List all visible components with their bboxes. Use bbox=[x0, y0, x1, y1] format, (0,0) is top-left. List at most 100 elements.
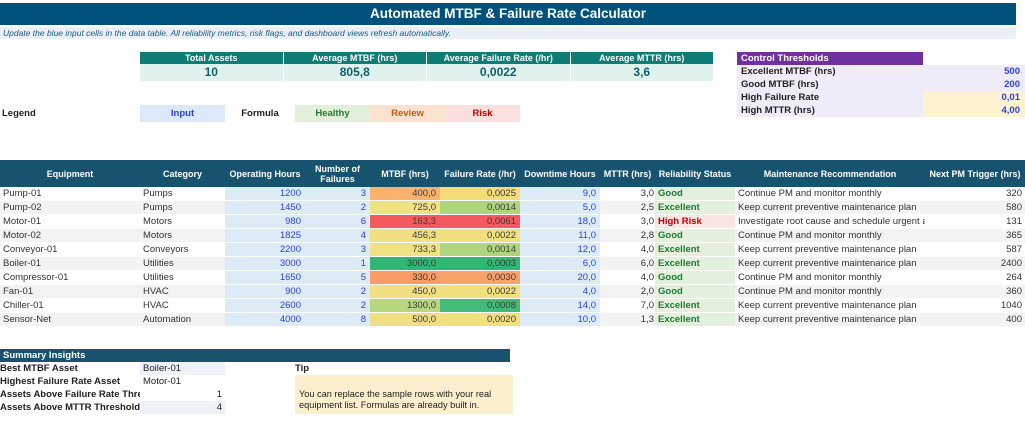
summary-label: Assets Above Failure Rate Threshold bbox=[0, 389, 140, 400]
failures-input-cell[interactable]: 5 bbox=[305, 271, 370, 285]
summary-label: Highest Failure Rate Asset bbox=[0, 376, 121, 387]
threshold-row-excellent-mtbf: Excellent MTBF (hrs) 500 bbox=[737, 65, 1025, 78]
reliability-status-cell: Good bbox=[655, 285, 735, 299]
maintenance-recommendation-cell: Investigate root cause and schedule urge… bbox=[735, 215, 925, 229]
mttr-cell: 1,3 bbox=[600, 313, 655, 327]
operating-hours-input-cell[interactable]: 1650 bbox=[225, 271, 305, 285]
mttr-cell: 2,5 bbox=[600, 201, 655, 215]
table-row: Pump-01 Pumps 1200 3 400,0 0,0025 9,0 3,… bbox=[0, 187, 1025, 201]
legend-input-swatch: Input bbox=[140, 105, 225, 122]
downtime-input-cell[interactable]: 10,0 bbox=[520, 313, 600, 327]
failures-input-cell[interactable]: 2 bbox=[305, 299, 370, 313]
legend-label: Legend bbox=[2, 108, 36, 119]
col-header-reliability-status: Reliability Status bbox=[658, 168, 732, 179]
failures-input-cell[interactable]: 4 bbox=[305, 229, 370, 243]
category-cell: Automation bbox=[140, 313, 225, 327]
summary-row-best-mtbf: Best MTBF Asset Boiler-01 bbox=[0, 362, 510, 375]
next-pm-trigger-cell: 365 bbox=[925, 229, 1025, 243]
downtime-input-cell[interactable]: 20,0 bbox=[520, 271, 600, 285]
category-cell: Utilities bbox=[140, 271, 225, 285]
equipment-cell: Boiler-01 bbox=[0, 257, 140, 271]
operating-hours-input-cell[interactable]: 2200 bbox=[225, 243, 305, 257]
table-row: Chiller-01 HVAC 2600 2 1300,0 0,0008 14,… bbox=[0, 299, 1025, 313]
failures-input-cell[interactable]: 1 bbox=[305, 257, 370, 271]
threshold-value: 200 bbox=[923, 78, 1025, 91]
next-pm-trigger-cell: 264 bbox=[925, 271, 1025, 285]
operating-hours-input-cell[interactable]: 3000 bbox=[225, 257, 305, 271]
reliability-status-cell: Good bbox=[655, 271, 735, 285]
table-row: Sensor-Net Automation 4000 8 500,0 0,002… bbox=[0, 313, 1025, 327]
equipment-cell: Chiller-01 bbox=[0, 299, 140, 313]
mtbf-cell: 725,0 bbox=[370, 201, 440, 215]
downtime-input-cell[interactable]: 6,0 bbox=[520, 257, 600, 271]
failures-input-cell[interactable]: 3 bbox=[305, 243, 370, 257]
next-pm-trigger-cell: 1040 bbox=[925, 299, 1025, 313]
table-row: Motor-02 Motors 1825 4 456,3 0,0022 11,0… bbox=[0, 229, 1025, 243]
summary-value: Motor-01 bbox=[143, 376, 182, 387]
next-pm-trigger-cell: 2400 bbox=[925, 257, 1025, 271]
col-header-failure-rate: Failure Rate (/hr) bbox=[444, 168, 516, 179]
reliability-status-cell: Good bbox=[655, 187, 735, 201]
col-header-category: Category bbox=[162, 168, 202, 179]
summary-row-highest-failure-rate: Highest Failure Rate Asset Motor-01 bbox=[0, 375, 510, 388]
mtbf-cell: 456,3 bbox=[370, 229, 440, 243]
failure-rate-cell: 0,0020 bbox=[440, 313, 520, 327]
col-header-next-pm-trigger: Next PM Trigger (hrs) bbox=[929, 168, 1021, 179]
threshold-input[interactable]: 4,00 bbox=[923, 104, 1025, 117]
operating-hours-input-cell[interactable]: 1450 bbox=[225, 201, 305, 215]
reliability-status-cell: High Risk bbox=[655, 215, 735, 229]
downtime-input-cell[interactable]: 12,0 bbox=[520, 243, 600, 257]
failure-rate-cell: 0,0061 bbox=[440, 215, 520, 229]
failures-input-cell[interactable]: 2 bbox=[305, 201, 370, 215]
equipment-cell: Pump-02 bbox=[0, 201, 140, 215]
col-header-mttr: MTTR (hrs) bbox=[603, 168, 652, 179]
threshold-label: Good MTBF (hrs) bbox=[737, 78, 923, 91]
mttr-cell: 4,0 bbox=[600, 243, 655, 257]
mttr-cell: 4,0 bbox=[600, 271, 655, 285]
operating-hours-input-cell[interactable]: 1200 bbox=[225, 187, 305, 201]
next-pm-trigger-cell: 131 bbox=[925, 215, 1025, 229]
maintenance-recommendation-cell: Continue PM and monitor monthly bbox=[735, 187, 925, 201]
downtime-input-cell[interactable]: 9,0 bbox=[520, 187, 600, 201]
equipment-cell: Fan-01 bbox=[0, 285, 140, 299]
operating-hours-input-cell[interactable]: 4000 bbox=[225, 313, 305, 327]
kpi-avg-mttr-value: 3,6 bbox=[570, 64, 713, 81]
mttr-cell: 3,0 bbox=[600, 187, 655, 201]
failures-input-cell[interactable]: 2 bbox=[305, 285, 370, 299]
tip-text: You can replace the sample rows with you… bbox=[299, 389, 492, 410]
maintenance-recommendation-cell: Keep current preventive maintenance plan bbox=[735, 257, 925, 271]
reliability-status-cell: Excellent bbox=[655, 243, 735, 257]
kpi-strip: Total Assets Average MTBF (hrs) Average … bbox=[140, 52, 713, 81]
failures-input-cell[interactable]: 8 bbox=[305, 313, 370, 327]
summary-insights-title: Summary Insights bbox=[0, 349, 510, 362]
col-header-mtbf: MTBF (hrs) bbox=[381, 168, 429, 179]
col-header-operating-hours: Operating Hours bbox=[229, 168, 301, 179]
equipment-cell: Motor-01 bbox=[0, 215, 140, 229]
operating-hours-input-cell[interactable]: 980 bbox=[225, 215, 305, 229]
table-row: Boiler-01 Utilities 3000 1 3000,0 0,0003… bbox=[0, 257, 1025, 271]
failure-rate-cell: 0,0014 bbox=[440, 243, 520, 257]
downtime-input-cell[interactable]: 4,0 bbox=[520, 285, 600, 299]
threshold-input[interactable]: 0,01 bbox=[923, 91, 1025, 104]
equipment-cell: Compressor-01 bbox=[0, 271, 140, 285]
downtime-input-cell[interactable]: 14,0 bbox=[520, 299, 600, 313]
kpi-avg-failure-rate-value: 0,0022 bbox=[427, 64, 570, 81]
downtime-input-cell[interactable]: 11,0 bbox=[520, 229, 600, 243]
summary-value: Boiler-01 bbox=[140, 362, 225, 375]
table-row: Conveyor-01 Conveyors 2200 3 733,3 0,001… bbox=[0, 243, 1025, 257]
mttr-cell: 3,0 bbox=[600, 215, 655, 229]
equipment-cell: Conveyor-01 bbox=[0, 243, 140, 257]
downtime-input-cell[interactable]: 18,0 bbox=[520, 215, 600, 229]
downtime-input-cell[interactable]: 5,0 bbox=[520, 201, 600, 215]
legend-formula-swatch: Formula bbox=[241, 108, 279, 119]
operating-hours-input-cell[interactable]: 2600 bbox=[225, 299, 305, 313]
mtbf-cell: 500,0 bbox=[370, 313, 440, 327]
summary-value: 1 bbox=[216, 389, 222, 400]
next-pm-trigger-cell: 587 bbox=[925, 243, 1025, 257]
reliability-status-cell: Excellent bbox=[655, 299, 735, 313]
operating-hours-input-cell[interactable]: 900 bbox=[225, 285, 305, 299]
failures-input-cell[interactable]: 3 bbox=[305, 187, 370, 201]
mtbf-cell: 1300,0 bbox=[370, 299, 440, 313]
failures-input-cell[interactable]: 6 bbox=[305, 215, 370, 229]
operating-hours-input-cell[interactable]: 1825 bbox=[225, 229, 305, 243]
